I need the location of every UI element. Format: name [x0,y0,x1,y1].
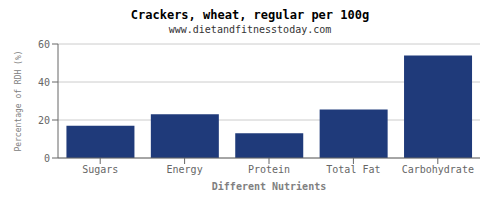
svg-text:60: 60 [38,39,50,50]
html-text:Crackers, wheat, regular per 1: Crackers, wheat, regular per 100g [130,8,370,22]
svg-text:Protein: Protein [248,164,290,175]
svg-text:Total Fat: Total Fat [326,164,380,175]
svg-text:Percentage of RDH (%): Percentage of RDH (%) [14,50,23,151]
svg-text:40: 40 [38,77,50,88]
svg-text:Energy: Energy [167,164,203,175]
html-text:www.dietandfitnesstoday.com: www.dietandfitnesstoday.com [168,24,332,35]
svg-text:0: 0 [44,153,50,164]
svg-text:Carbohydrate: Carbohydrate [402,164,474,175]
svg-text:Sugars: Sugars [82,164,118,175]
svg-text:Different Nutrients: Different Nutrients [212,181,326,192]
svg-text:20: 20 [38,115,50,126]
